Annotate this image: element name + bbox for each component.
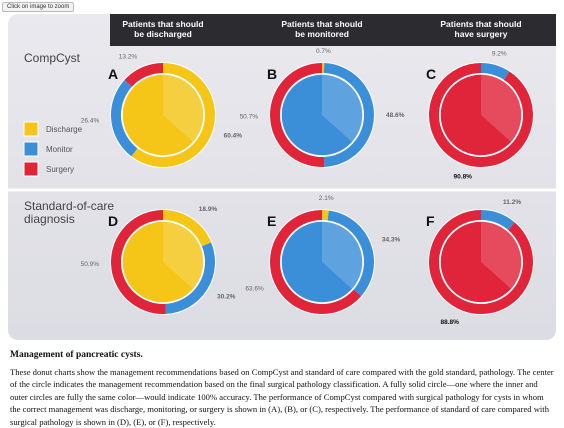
donut-segment [270, 63, 325, 167]
chart-letter: A [108, 66, 118, 82]
center-shade [163, 74, 204, 143]
column-title: Patients that should [440, 19, 521, 29]
donut-segment [323, 63, 374, 167]
chart-letter: C [426, 66, 436, 82]
column-title: Patients that should [122, 19, 203, 29]
value-label: 90.8% [454, 173, 473, 180]
center-disk [280, 73, 364, 157]
donut-segment [111, 79, 138, 157]
row-label: CompCyst [24, 51, 81, 65]
chart-letter: D [108, 213, 118, 229]
donut-segment [270, 210, 362, 314]
center-disk [121, 220, 205, 304]
value-label: 48.6% [386, 112, 405, 119]
value-label: 60.4% [224, 133, 243, 140]
legend-label: Monitor [46, 145, 73, 154]
header-band [110, 14, 556, 46]
value-label: 9.2% [492, 51, 507, 58]
donut-segment [124, 63, 164, 87]
donut-segment [480, 63, 510, 80]
center-shade [481, 74, 522, 143]
caption-title: Management of pancreatic cysts. [10, 350, 143, 360]
value-label: 18.9% [199, 206, 218, 213]
row-label: diagnosis [24, 212, 75, 226]
column-title: have surgery [455, 29, 508, 39]
donut-segment [429, 63, 533, 167]
value-label: 2.1% [319, 195, 334, 202]
value-label: 26.4% [81, 118, 100, 125]
column-title: Patients that should [281, 19, 362, 29]
center-disk [280, 220, 364, 304]
center-shade [163, 221, 204, 290]
legend-swatch [23, 161, 39, 177]
row-label: Standard-of-care [24, 199, 114, 213]
donut-segment [480, 210, 515, 231]
donut-segment [131, 63, 215, 167]
legend-swatch [23, 121, 39, 137]
center-shade [322, 74, 363, 143]
center-shade [322, 221, 363, 290]
zoom-button[interactable]: Click on image to zoom [2, 2, 75, 12]
caption-text: These donut charts show the management r… [10, 367, 554, 427]
legend-label: Discharge [46, 125, 83, 134]
value-label: 50.7% [240, 113, 259, 120]
value-label: 34.3% [382, 236, 401, 243]
value-label: 11.2% [503, 199, 521, 206]
donut-segment [162, 210, 212, 247]
center-disk [439, 220, 523, 304]
donut-segment [165, 242, 215, 314]
center-shade [481, 221, 522, 290]
chart-letter: F [426, 213, 435, 229]
donut-segment [429, 210, 533, 314]
center-disk [439, 73, 523, 157]
legend-label: Surgery [46, 165, 74, 174]
donut-segment [111, 210, 166, 314]
value-label: 13.2% [119, 53, 138, 60]
column-title: be discharged [134, 29, 192, 39]
donut-segment [327, 210, 374, 297]
center-disk [121, 73, 205, 157]
chart-letter: E [267, 213, 276, 229]
chart-letter: B [267, 66, 277, 82]
value-label: 0.7% [316, 48, 331, 55]
value-label: 30.2% [217, 293, 236, 300]
column-title: be monitored [295, 29, 349, 39]
value-label: 63.6% [245, 286, 264, 293]
value-label: 50.9% [81, 261, 100, 268]
value-label: 88.8% [441, 319, 460, 326]
legend-swatch [23, 141, 39, 157]
